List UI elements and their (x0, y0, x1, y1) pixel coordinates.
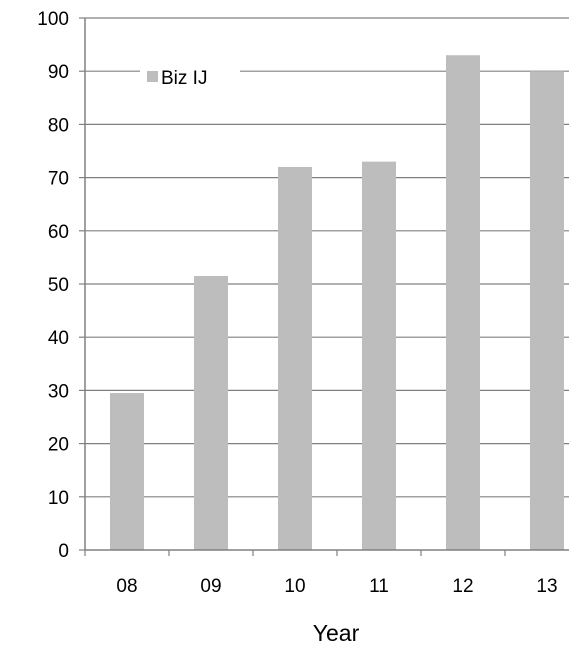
x-tick-label: 10 (284, 576, 305, 597)
x-tick-label: 12 (452, 576, 473, 597)
y-tick-label: 60 (48, 222, 69, 243)
bar (530, 71, 564, 550)
legend-swatch (147, 71, 158, 82)
y-tick-label: 10 (48, 488, 69, 509)
x-tick-label: 08 (116, 576, 137, 597)
axes (79, 17, 569, 556)
bar (446, 55, 480, 551)
bars (110, 55, 564, 551)
x-tick-label: 09 (200, 576, 221, 597)
x-axis-title: Year (313, 620, 360, 646)
legend-label: Biz IJ (161, 68, 207, 89)
gridlines (85, 17, 569, 498)
x-tick-label: 13 (536, 576, 557, 597)
y-tick-labels: 0 10 20 30 40 50 60 70 80 90 100 (37, 9, 69, 562)
y-tick-label: 100 (37, 9, 69, 30)
bar (362, 161, 396, 550)
y-tick-label: 50 (48, 275, 69, 296)
bar (110, 393, 144, 550)
legend: Biz IJ (140, 60, 240, 94)
y-tick-label: 30 (48, 381, 69, 402)
y-tick-label: 40 (48, 328, 69, 349)
x-tick-labels: 08 09 10 11 12 13 (116, 576, 557, 597)
y-tick-label: 90 (48, 62, 69, 83)
y-tick-label: 0 (58, 541, 69, 562)
bar (194, 276, 228, 550)
y-tick-label: 80 (48, 115, 69, 136)
bar (278, 166, 312, 550)
y-tick-label: 20 (48, 435, 69, 456)
x-tick-label: 11 (369, 576, 389, 597)
y-tick-label: 70 (48, 169, 69, 190)
